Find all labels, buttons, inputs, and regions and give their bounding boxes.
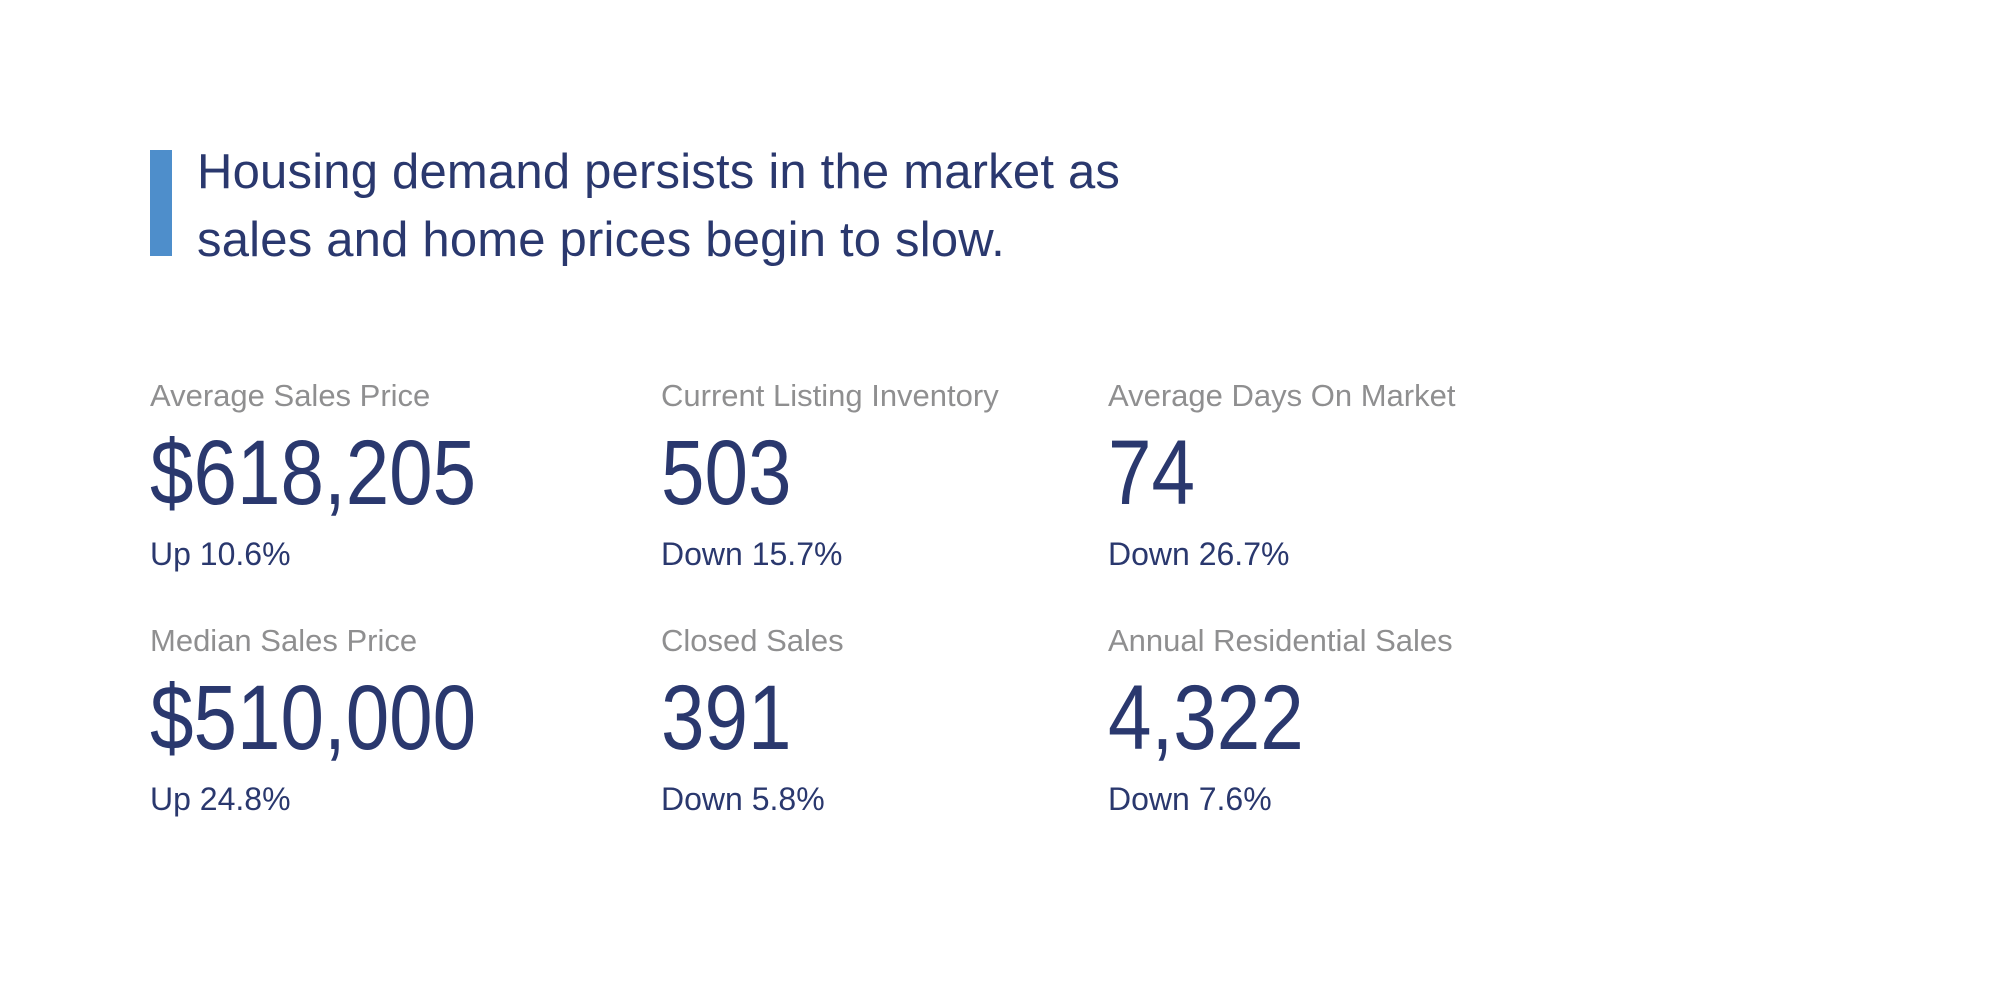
page-title-line-1: Housing demand persists in the market as bbox=[197, 145, 1121, 199]
stat-value: $510,000 bbox=[150, 667, 477, 769]
stat-card-closed-sales: Closed Sales 391 Down 5.8% bbox=[661, 622, 1108, 818]
stat-label: Average Sales Price bbox=[150, 378, 431, 413]
stat-label: Median Sales Price bbox=[150, 623, 418, 658]
headline-accent-bar bbox=[150, 150, 172, 256]
stat-change: Up 10.6% bbox=[150, 536, 291, 572]
stat-value: 391 bbox=[661, 667, 792, 769]
stat-card-median-sales-price: Median Sales Price $510,000 Up 24.8% bbox=[150, 622, 661, 818]
stat-label: Closed Sales bbox=[661, 623, 844, 658]
stat-value: 74 bbox=[1108, 422, 1195, 524]
stat-change: Down 26.7% bbox=[1108, 536, 1290, 572]
stat-change: Down 5.8% bbox=[661, 781, 825, 817]
stat-card-average-days-on-market: Average Days On Market 74 Down 26.7% bbox=[1108, 377, 1708, 573]
stat-card-current-listing-inventory: Current Listing Inventory 503 Down 15.7% bbox=[661, 377, 1108, 573]
stat-label: Annual Residential Sales bbox=[1108, 623, 1453, 658]
stats-grid: Average Sales Price $618,205 Up 10.6% Cu… bbox=[150, 377, 1708, 818]
stat-change: Down 7.6% bbox=[1108, 781, 1272, 817]
stat-change: Up 24.8% bbox=[150, 781, 291, 817]
stat-value: 4,322 bbox=[1108, 667, 1304, 769]
stat-card-average-sales-price: Average Sales Price $618,205 Up 10.6% bbox=[150, 377, 661, 573]
stat-label: Average Days On Market bbox=[1108, 378, 1456, 413]
stat-card-annual-residential-sales: Annual Residential Sales 4,322 Down 7.6% bbox=[1108, 622, 1708, 818]
stat-label: Current Listing Inventory bbox=[661, 378, 999, 413]
stat-value: 503 bbox=[661, 422, 792, 524]
stat-change: Down 15.7% bbox=[661, 536, 843, 572]
page-title: Housing demand persists in the market as… bbox=[197, 138, 1120, 274]
page-title-line-2: sales and home prices begin to slow. bbox=[197, 213, 1005, 267]
stat-value: $618,205 bbox=[150, 422, 477, 524]
